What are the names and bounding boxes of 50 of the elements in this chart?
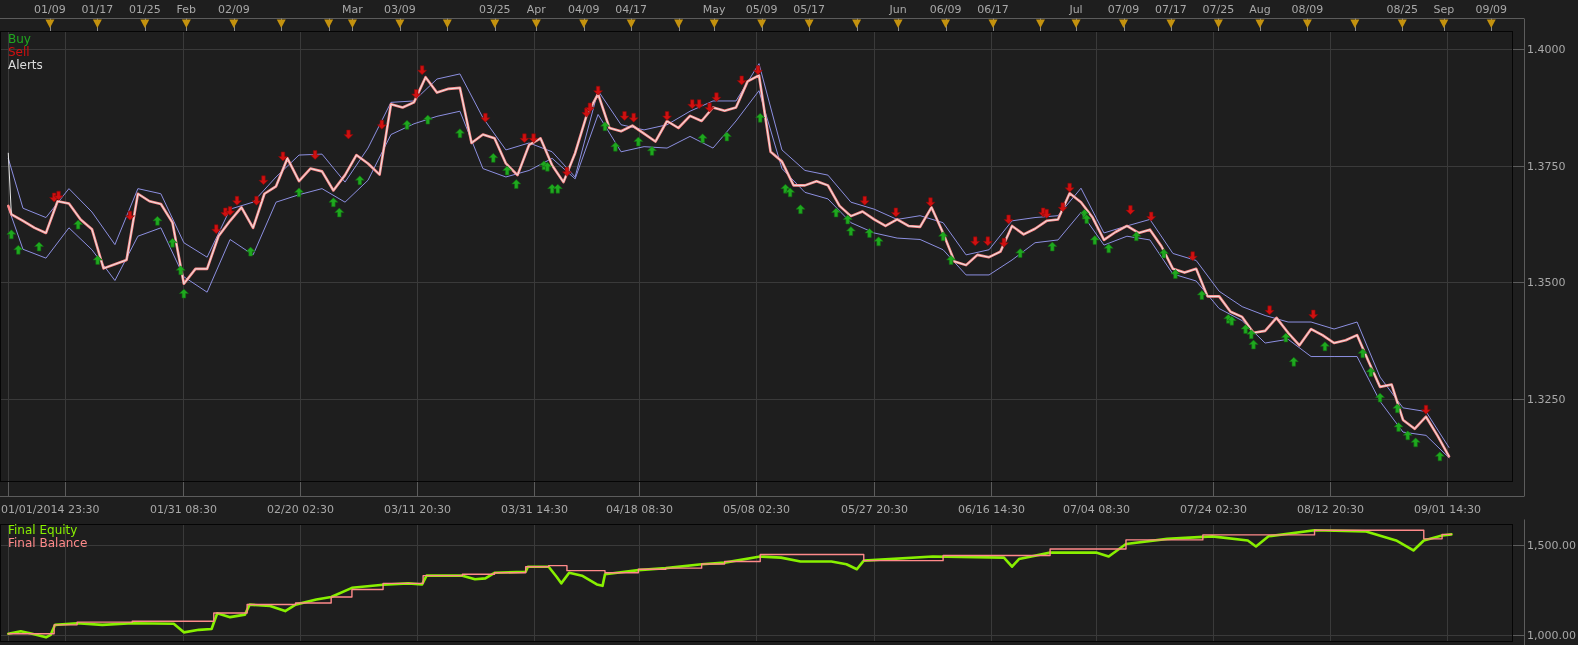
x-tick-label: 02/20 02:30 xyxy=(267,502,334,516)
y-tick-label: 1.3750 xyxy=(1527,160,1566,174)
y-tick-label: 1.3500 xyxy=(1527,276,1566,290)
x-tick-label: 01/31 08:30 xyxy=(150,502,217,516)
text: Final Equity xyxy=(8,523,78,538)
y-tick-label: 1,000.00 xyxy=(1527,629,1576,643)
x-tick-label: 05/27 20:30 xyxy=(841,502,908,516)
x2-tick-label: 04/09 xyxy=(567,2,600,16)
x-tick-label: 01/01/2014 23:30 xyxy=(1,502,100,516)
y-tick-label: 1.3250 xyxy=(1527,393,1566,407)
x2-tick-label: 06/17 xyxy=(977,2,1009,16)
x-tick-label: 03/31 14:30 xyxy=(501,502,568,516)
x2-tick-label: 07/17 xyxy=(1155,2,1187,16)
x2-tick-label: 05/09 xyxy=(745,2,778,16)
x2-tick-label: Sep xyxy=(1433,2,1455,16)
x-tick-label: 05/08 02:30 xyxy=(723,502,790,516)
y-tick-label: 1,500.00 xyxy=(1527,539,1576,553)
x2-tick-label: Aug xyxy=(1249,2,1271,16)
x-tick-label: 07/04 08:30 xyxy=(1063,502,1130,516)
x2-tick-label: 04/17 xyxy=(615,2,648,16)
x-tick-label: 07/24 02:30 xyxy=(1180,502,1247,516)
text: Final Balance xyxy=(8,536,88,551)
x2-tick-label: 01/09 xyxy=(34,2,66,16)
x2-tick-label: 08/09 xyxy=(1291,2,1324,16)
x2-tick-label: Jul xyxy=(1068,2,1083,16)
x2-tick-label: 02/09 xyxy=(217,2,250,16)
x2-tick-label: 07/09 xyxy=(1107,2,1140,16)
x2-tick-label: 05/17 xyxy=(793,2,825,16)
x2-tick-label: Jun xyxy=(888,2,907,16)
x2-tick-label: Mar xyxy=(342,2,364,16)
x2-tick-label: 08/25 xyxy=(1386,2,1419,16)
x-tick-label: 04/18 08:30 xyxy=(606,502,673,516)
x-tick-label: 09/01 14:30 xyxy=(1414,502,1481,516)
x2-tick-label: Feb xyxy=(176,2,197,16)
x2-tick-label: 09/09 xyxy=(1475,2,1508,16)
x2-tick-label: 06/09 xyxy=(929,2,962,16)
x2-tick-label: May xyxy=(702,2,727,16)
text: Buy xyxy=(8,32,31,47)
x2-tick-label: 07/25 xyxy=(1202,2,1235,16)
y-tick-label: 1.4000 xyxy=(1527,43,1566,57)
x2-tick-label: 01/17 xyxy=(81,2,114,16)
x2-tick-label: 03/25 xyxy=(478,2,511,16)
x-tick-label: 03/11 20:30 xyxy=(384,502,451,516)
x2-tick-label: 01/25 xyxy=(128,2,161,16)
x2-tick-label: Apr xyxy=(526,2,547,16)
x-tick-label: 08/12 20:30 xyxy=(1297,502,1364,516)
legend-label: Alerts xyxy=(8,58,43,73)
x-tick-label: 06/16 14:30 xyxy=(958,502,1025,516)
x2-tick-label: 03/09 xyxy=(384,2,416,16)
text: Sell xyxy=(8,45,30,60)
